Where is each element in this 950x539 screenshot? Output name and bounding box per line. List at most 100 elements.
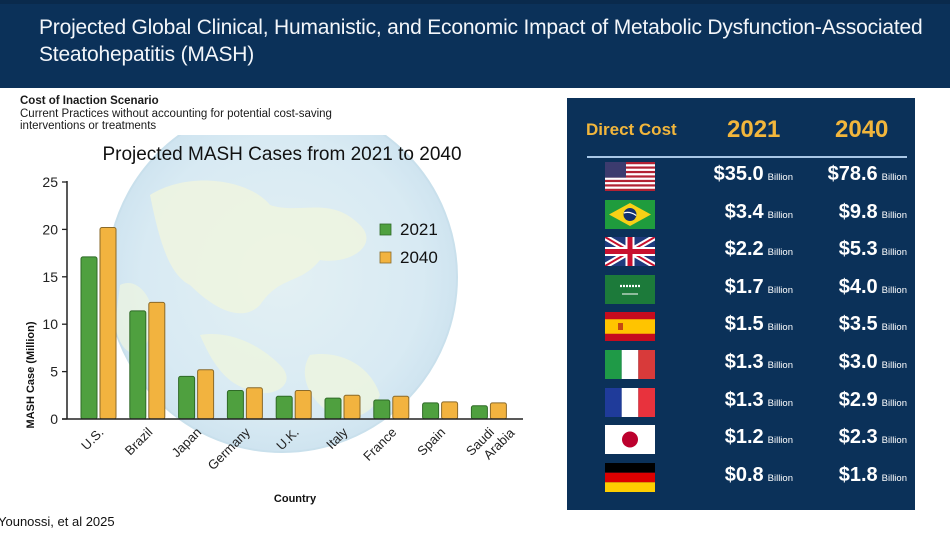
bar-2021-u-k- — [275, 395, 293, 420]
bar-2021-france — [373, 399, 391, 420]
bar-2021-brazil — [129, 310, 147, 420]
x-tick-label-line: U.S. — [78, 425, 106, 453]
japan-flag-icon — [605, 425, 655, 455]
cost-row: $2.2 Billion $5.3 Billion — [567, 234, 915, 268]
cost-2021-value: $1.7 — [724, 275, 764, 298]
y-tick-label: 20 — [42, 221, 58, 237]
scenario-title: Cost of Inaction Scenario — [20, 95, 159, 107]
cost-2021: $1.3 Billion — [725, 389, 793, 412]
cost-unit: Billion — [767, 397, 793, 409]
x-tick-label-line: Brazil — [122, 424, 156, 458]
cost-2021: $1.3 Billion — [725, 351, 793, 374]
x-tick-label-line: Japan — [169, 425, 205, 461]
cost-row: $1.3 Billion $3.0 Billion — [567, 347, 915, 381]
year-2040-header: 2040 — [835, 116, 889, 143]
x-tick-label: Spain — [414, 425, 448, 459]
cost-unit: Billion — [767, 472, 793, 484]
cost-2021-value: $1.5 — [724, 313, 764, 336]
uk-flag-icon — [605, 237, 655, 267]
bar-2021-u-s- — [80, 256, 98, 420]
cost-2021-value: $3.4 — [724, 200, 764, 223]
cost-2040: $2.3 Billion — [839, 426, 907, 449]
cost-2021-value: $1.3 — [724, 388, 764, 411]
cost-unit: Billion — [767, 360, 793, 371]
cost-unit: Billion — [881, 322, 907, 334]
cost-2021-value: $0.8 — [724, 463, 764, 486]
x-axis-label: Country — [274, 493, 317, 505]
cost-unit: Billion — [881, 360, 907, 371]
cost-2040-value: $1.8 — [838, 463, 878, 486]
cost-2021-value: $35.0 — [713, 163, 764, 185]
x-tick-label: SaudiArabia — [463, 414, 518, 469]
cost-unit: Billion — [767, 435, 793, 447]
bar-2040-germany — [245, 387, 263, 420]
bar-2021-germany — [226, 390, 244, 420]
cost-2040: $1.8 Billion — [839, 464, 907, 487]
cost-2021-value: $1.3 — [724, 351, 764, 373]
cost-unit: Billion — [767, 209, 793, 221]
france-flag-icon — [605, 387, 655, 417]
cost-2021: $1.5 Billion — [725, 313, 793, 336]
cost-row: $1.7 Billion $4.0 Billion — [567, 272, 915, 306]
cost-2021: $1.2 Billion — [725, 426, 793, 449]
direct-cost-header: Direct Cost 2021 2040 — [567, 116, 915, 152]
x-tick-label: Japan — [169, 425, 205, 461]
cost-unit: Billion — [767, 322, 793, 334]
cost-2040-value: $3.5 — [838, 313, 878, 336]
cost-unit: Billion — [767, 172, 793, 183]
direct-cost-label: Direct Cost — [586, 120, 677, 139]
x-tick-label: U.S. — [78, 425, 106, 453]
legend-label-2021: 2021 — [400, 220, 438, 239]
cost-row: $35.0 Billion $78.6 Billion — [567, 159, 915, 193]
cost-2021: $2.2 Billion — [725, 238, 793, 261]
bar-2040-france — [392, 395, 410, 420]
cost-unit: Billion — [881, 172, 907, 183]
y-tick-label: 5 — [50, 364, 58, 380]
cost-unit: Billion — [881, 209, 907, 221]
y-tick-label: 10 — [42, 316, 58, 332]
bar-2040-u-k- — [294, 390, 312, 420]
cost-2040: $9.8 Billion — [839, 201, 907, 224]
cost-unit: Billion — [767, 247, 793, 259]
mash-cases-chart: Projected MASH Cases from 2021 to 2040 M… — [0, 135, 560, 520]
cost-2021-value: $1.2 — [724, 426, 764, 449]
cost-unit: Billion — [767, 284, 793, 296]
chart-canvas: Projected MASH Cases from 2021 to 2040 M… — [25, 135, 523, 505]
page-title: Projected Global Clinical, Humanistic, a… — [39, 16, 923, 66]
bar-2040-saudi-arabia — [489, 402, 507, 420]
bar-2040-japan — [197, 369, 215, 420]
cost-2021: $1.7 Billion — [725, 276, 793, 299]
x-tick-label: Brazil — [122, 424, 156, 458]
spain-flag-icon — [605, 312, 655, 342]
legend-label-2040: 2040 — [400, 248, 438, 267]
bar-2021-japan — [178, 375, 196, 420]
cost-2040-value: $3.0 — [838, 351, 878, 373]
cost-unit: Billion — [881, 397, 907, 409]
cost-row: $1.5 Billion $3.5 Billion — [567, 309, 915, 343]
bar-2040-spain — [441, 401, 459, 420]
bar-2040-brazil — [148, 301, 166, 420]
cost-unit: Billion — [881, 284, 907, 296]
legend-swatch-2040 — [379, 251, 392, 264]
year-2021-header: 2021 — [727, 116, 781, 143]
cost-2021: $3.4 Billion — [725, 201, 793, 224]
cost-2040-value: $2.3 — [838, 426, 878, 449]
cost-2040: $5.3 Billion — [839, 238, 907, 261]
y-tick-label: 15 — [42, 269, 58, 285]
bar-2021-spain — [422, 402, 440, 420]
cost-2040: $3.5 Billion — [839, 313, 907, 336]
brazil-flag-icon — [605, 199, 655, 229]
header-banner: Projected Global Clinical, Humanistic, a… — [0, 0, 950, 88]
cost-2040-value: $2.9 — [838, 388, 878, 411]
italy-flag-icon — [605, 350, 655, 379]
cost-row: $1.3 Billion $2.9 Billion — [567, 385, 915, 419]
cost-2040: $78.6 Billion — [828, 163, 907, 186]
bar-2040-italy — [343, 394, 361, 420]
bar-2021-italy — [324, 397, 342, 420]
cost-unit: Billion — [881, 247, 907, 259]
header-divider — [587, 156, 907, 158]
cost-row: $3.4 Billion $9.8 Billion — [567, 197, 915, 231]
cost-2040: $3.0 Billion — [839, 351, 907, 374]
legend-swatch-2021 — [379, 223, 392, 236]
cost-unit: Billion — [881, 435, 907, 447]
